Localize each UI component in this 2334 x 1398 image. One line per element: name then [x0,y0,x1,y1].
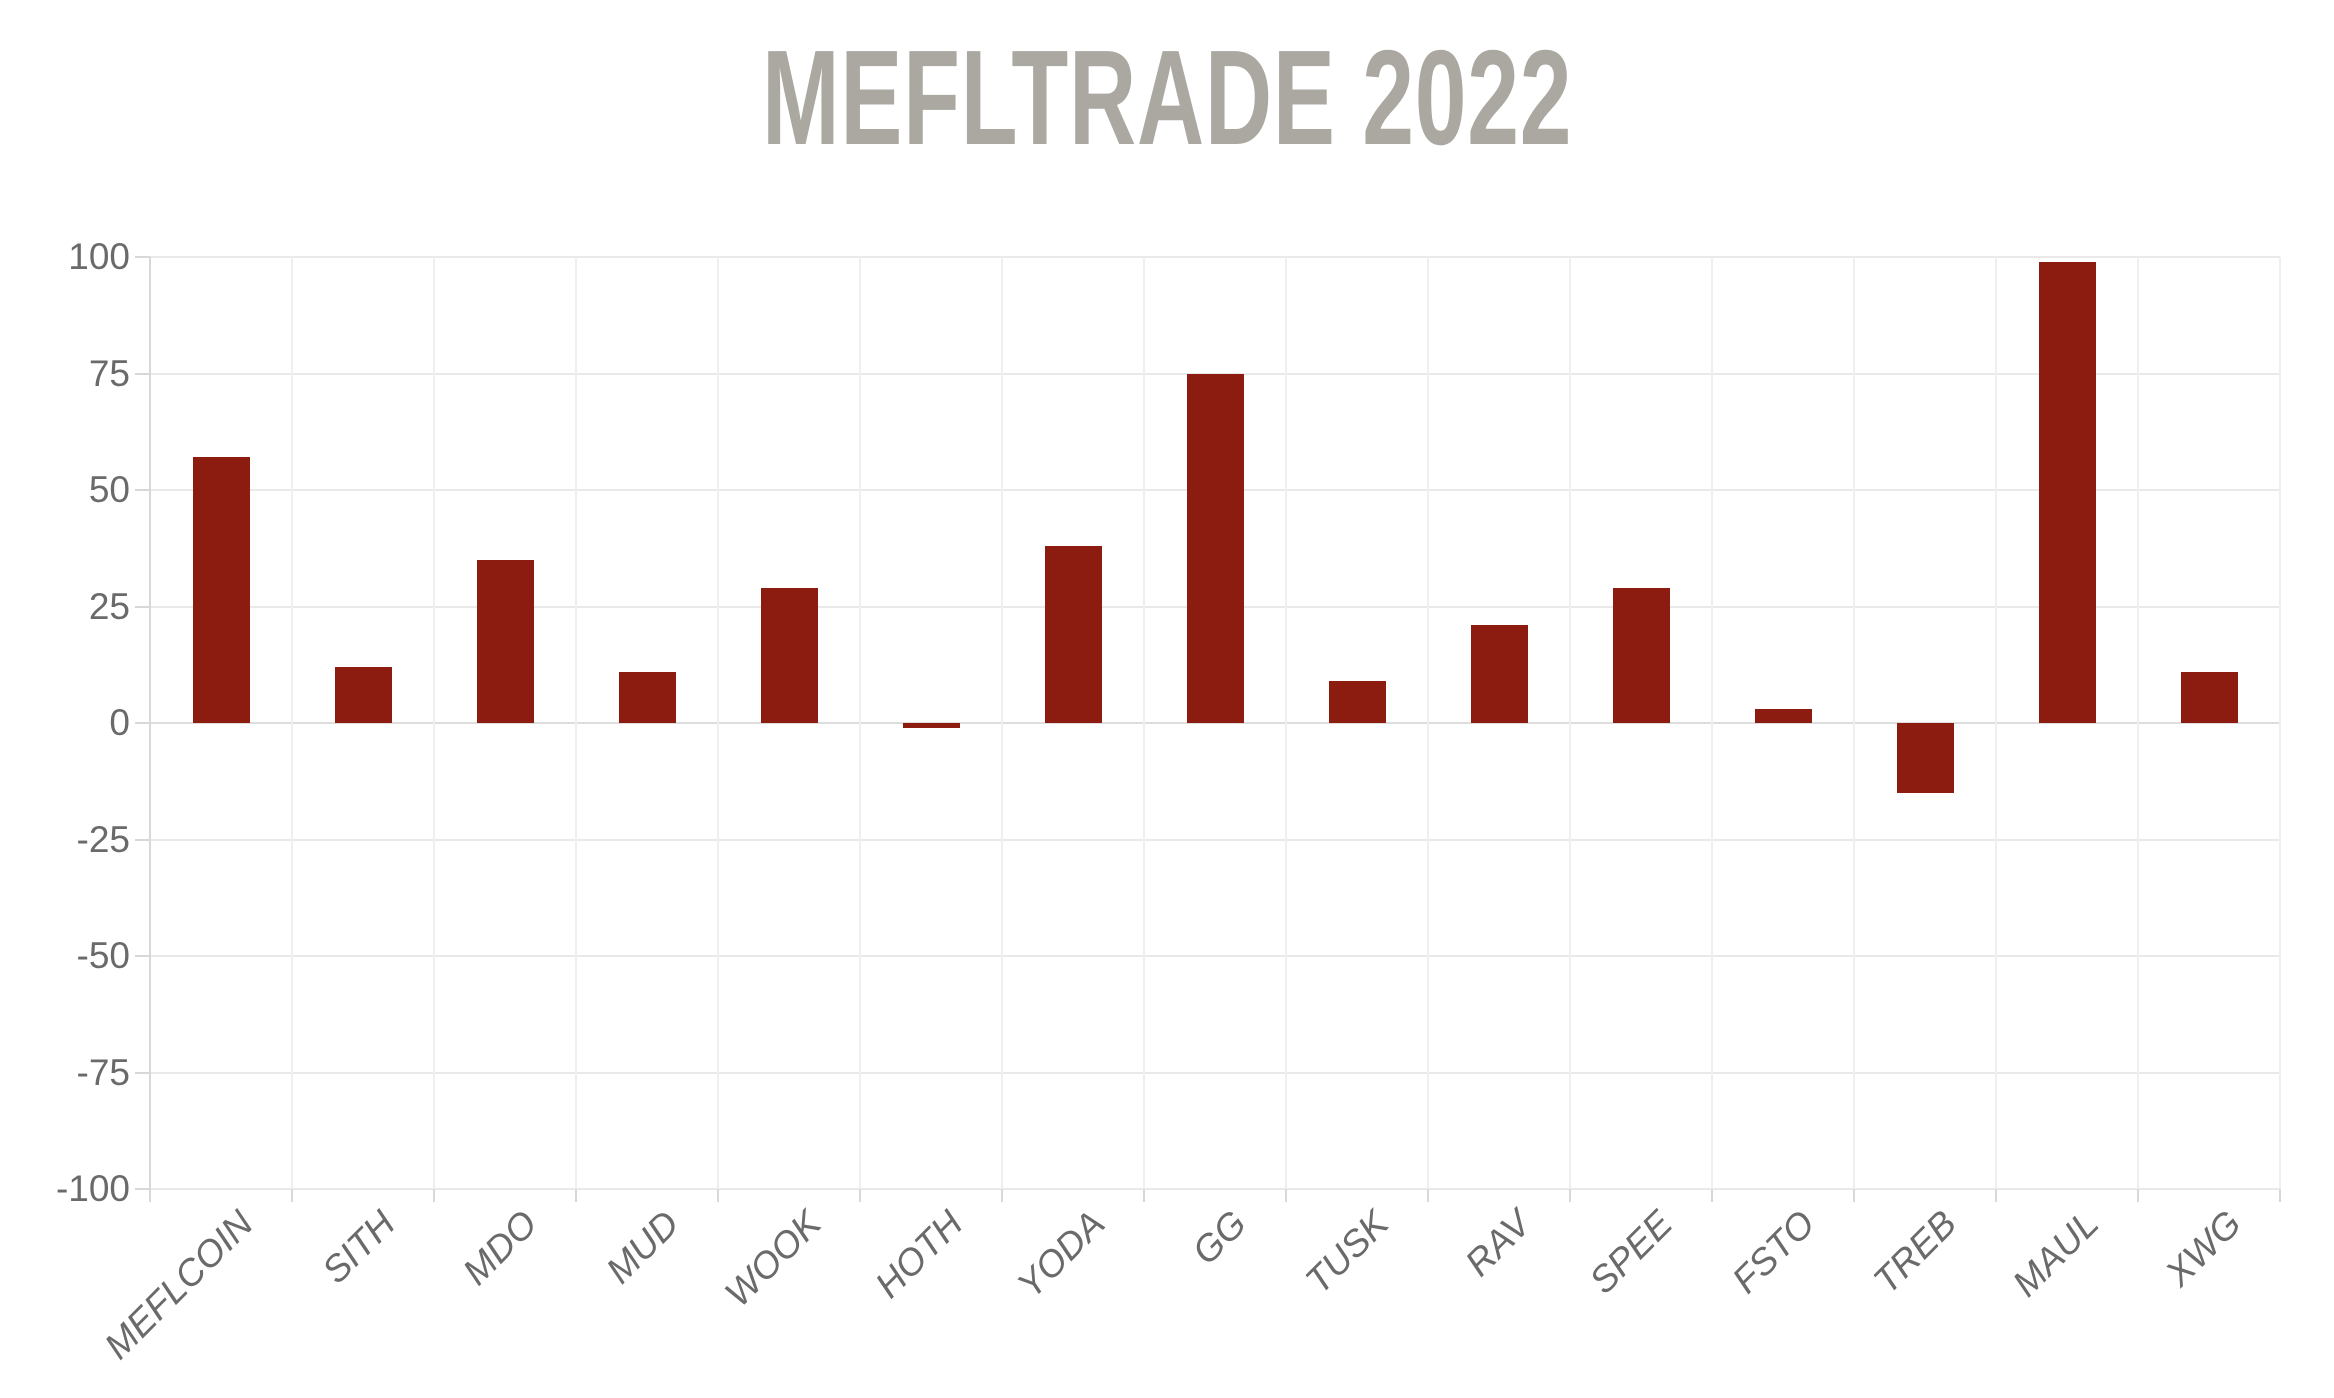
h-gridline [150,256,2280,258]
v-gridline [1001,257,1003,1189]
x-axis-tick [149,1189,151,1202]
bar [2180,671,2238,723]
bar [1470,625,1528,723]
x-axis-tick [2137,1189,2139,1202]
x-axis-tick [1569,1189,1571,1202]
y-tick-label: 25 [88,585,130,627]
y-axis-tick [135,722,150,724]
y-axis-tick [135,605,150,608]
y-axis-tick [135,955,150,957]
x-tick-label: TREB [1865,1202,1965,1302]
v-gridline [291,257,293,1189]
x-tick-label: XWG [2157,1202,2249,1295]
v-gridline [1569,257,1571,1189]
y-tick-label: 50 [88,469,130,510]
v-gridline [859,257,861,1189]
h-gridline [150,1071,2280,1074]
y-tick-label: -75 [76,1051,130,1093]
v-gridline [2137,257,2139,1189]
y-axis-tick [135,1071,150,1074]
x-axis-tick [575,1189,577,1202]
bar [1186,373,1244,723]
zero-gridline [150,722,2280,724]
y-tick-label: 75 [88,352,130,394]
h-gridline [150,838,2280,841]
bar [760,587,818,723]
x-axis-tick [1853,1189,1855,1202]
x-tick-label: YODA [1009,1202,1113,1306]
y-axis-tick [135,1188,150,1190]
y-tick-label: 0 [109,702,130,743]
x-axis-tick [433,1189,435,1202]
x-axis-tick [1143,1189,1145,1202]
y-axis-line [149,257,151,1189]
v-gridline [717,257,719,1189]
v-gridline [2279,257,2281,1189]
h-gridline [150,1188,2280,1190]
bar [476,559,534,723]
y-tick-label: -25 [76,818,130,860]
bar [334,667,392,723]
y-tick-label: 100 [68,236,130,277]
bar [2038,261,2096,723]
x-tick-label: TUSK [1297,1202,1397,1302]
bar [1612,587,1670,723]
chart-title: MEFLTRADE 2022 [0,30,2334,165]
chart-title-text: MEFLTRADE 2022 [761,22,1573,173]
bar [1044,545,1102,723]
x-axis-tick [291,1189,293,1202]
x-axis-tick [1427,1189,1429,1202]
x-axis-tick [1285,1189,1287,1202]
x-tick-label: SITH [313,1202,403,1292]
y-tick-label: -50 [76,935,130,976]
x-tick-label: MUD [598,1202,687,1292]
x-tick-label: MAUL [2004,1202,2107,1305]
x-tick-label: RAV [1457,1202,1539,1284]
v-gridline [433,257,435,1189]
bar [1328,681,1386,723]
x-tick-label: MEFLCOIN [96,1202,261,1367]
x-tick-label: FSTO [1724,1202,1823,1301]
x-axis-tick [1711,1189,1713,1202]
y-axis-tick [135,489,150,491]
v-gridline [1143,257,1145,1189]
y-axis-tick [135,372,150,375]
y-axis-tick [135,838,150,841]
x-axis-tick [717,1189,719,1202]
v-gridline [1285,257,1287,1189]
v-gridline [575,257,577,1189]
x-tick-label: MDO [454,1202,545,1293]
bar [1896,723,1954,793]
v-gridline [1853,257,1855,1189]
bar [192,457,250,723]
x-tick-label: WOOK [716,1202,829,1315]
h-gridline [150,955,2280,957]
v-gridline [1711,257,1713,1189]
v-gridline [1427,257,1429,1189]
x-tick-label: SPEE [1581,1202,1681,1302]
v-gridline [1995,257,1997,1189]
y-tick-label: -100 [55,1168,130,1209]
x-axis-tick [1001,1189,1003,1202]
x-axis-tick [859,1189,861,1202]
x-axis-tick [1995,1189,1997,1202]
bar [902,723,960,728]
y-axis-tick [135,256,150,258]
bar [618,671,676,723]
bar [1754,709,1812,723]
x-axis-tick [2279,1189,2281,1202]
x-tick-label: HOTH [867,1202,971,1306]
x-tick-label: GG [1184,1202,1255,1273]
